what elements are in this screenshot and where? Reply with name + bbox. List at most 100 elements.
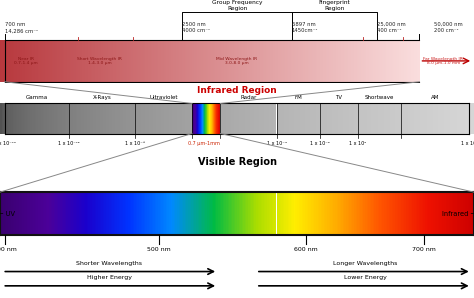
Bar (120, 103, 122, 134)
Bar (328, 192, 330, 235)
Text: 400 nm: 400 nm (0, 246, 17, 252)
Bar (295, 103, 297, 134)
Bar (118, 192, 120, 235)
Bar (328, 103, 330, 134)
Text: 500 nm: 500 nm (147, 246, 171, 252)
Bar (280, 192, 281, 235)
Text: 25,000 nm
400 cm⁻¹: 25,000 nm 400 cm⁻¹ (377, 22, 406, 33)
Bar (74, 192, 76, 235)
Bar (274, 40, 276, 82)
Bar (378, 192, 379, 235)
Bar (223, 103, 224, 134)
Bar (17, 40, 18, 82)
Bar (3, 103, 5, 134)
Bar (408, 192, 409, 235)
Bar (361, 40, 362, 82)
Bar (71, 192, 73, 235)
Bar (285, 40, 287, 82)
Bar (450, 192, 452, 235)
Bar (183, 103, 185, 134)
Bar (302, 103, 303, 134)
Bar (151, 40, 153, 82)
Bar (196, 192, 198, 235)
Bar (392, 40, 393, 82)
Bar (188, 103, 190, 134)
Bar (22, 192, 24, 235)
Bar (1, 40, 3, 82)
Bar (137, 192, 139, 235)
Bar (190, 192, 191, 235)
Bar (139, 103, 141, 134)
Bar (324, 40, 326, 82)
Text: 600 nm: 600 nm (294, 246, 318, 252)
Bar (374, 40, 375, 82)
Bar (298, 40, 300, 82)
Bar (275, 103, 276, 134)
Bar (88, 40, 90, 82)
Bar (392, 192, 393, 235)
Text: 1 x 10⁻²: 1 x 10⁻² (310, 141, 330, 146)
Bar (403, 192, 404, 235)
Bar (198, 103, 199, 134)
Bar (383, 40, 385, 82)
Bar (6, 40, 7, 82)
Bar (297, 192, 299, 235)
Bar (338, 192, 340, 235)
Bar (90, 192, 91, 235)
Bar (473, 103, 474, 134)
Bar (379, 40, 381, 82)
Bar (253, 40, 255, 82)
Bar (168, 40, 169, 82)
Bar (376, 103, 378, 134)
Bar (257, 103, 259, 134)
Bar (416, 103, 417, 134)
Bar (9, 192, 11, 235)
Bar (30, 192, 32, 235)
Bar (393, 40, 394, 82)
Bar (243, 40, 245, 82)
Bar (19, 40, 21, 82)
Bar (288, 40, 290, 82)
Bar (106, 192, 108, 235)
Bar (133, 192, 134, 235)
Bar (284, 40, 285, 82)
Bar (188, 192, 190, 235)
Bar (362, 40, 364, 82)
Bar (349, 192, 351, 235)
Bar (296, 40, 298, 82)
Bar (224, 40, 225, 82)
Bar (221, 103, 223, 134)
Bar (303, 103, 305, 134)
Bar (352, 192, 354, 235)
Bar (368, 40, 369, 82)
Bar (0, 192, 1, 235)
Bar (128, 192, 129, 235)
Bar (127, 40, 129, 82)
Bar (41, 103, 43, 134)
Bar (125, 40, 126, 82)
Text: 1 x 10⁴: 1 x 10⁴ (461, 141, 474, 146)
Bar (356, 192, 357, 235)
Bar (425, 192, 427, 235)
Bar (150, 103, 152, 134)
Bar (360, 192, 362, 235)
Bar (334, 40, 336, 82)
Bar (64, 40, 66, 82)
Bar (171, 103, 172, 134)
Bar (154, 40, 155, 82)
Bar (248, 103, 250, 134)
Bar (364, 192, 365, 235)
Bar (401, 103, 403, 134)
Text: Short Wavelength IR
1.4-3.0 μm: Short Wavelength IR 1.4-3.0 μm (77, 57, 122, 65)
Bar (78, 40, 80, 82)
Bar (36, 103, 38, 134)
Bar (320, 40, 322, 82)
Bar (115, 103, 117, 134)
Bar (456, 192, 458, 235)
Bar (68, 103, 70, 134)
Bar (228, 103, 229, 134)
Bar (257, 40, 259, 82)
Bar (240, 192, 242, 235)
Bar (418, 40, 419, 82)
Bar (286, 103, 288, 134)
